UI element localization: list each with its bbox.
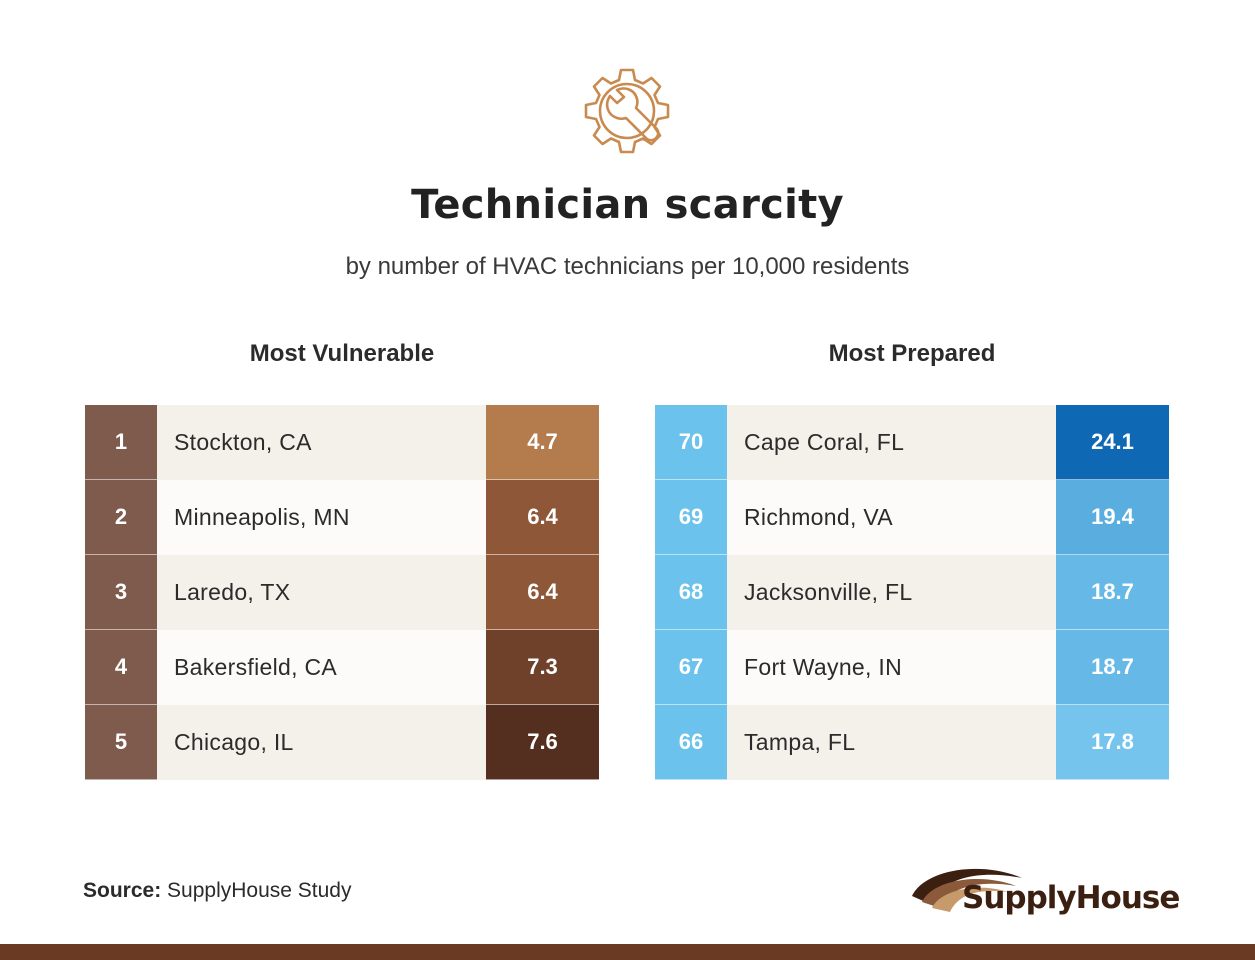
table-row: 70 Cape Coral, FL 24.1 xyxy=(655,405,1169,480)
table-row: 69 Richmond, VA 19.4 xyxy=(655,480,1169,555)
rank-cell: 67 xyxy=(655,630,727,705)
city-cell: Bakersfield, CA xyxy=(157,630,486,705)
rank-cell: 68 xyxy=(655,555,727,630)
value-cell: 24.1 xyxy=(1056,405,1169,480)
table-row: 5 Chicago, IL 7.6 xyxy=(85,705,599,780)
rank-cell: 2 xyxy=(85,480,157,555)
gear-wrench-icon xyxy=(584,68,670,154)
source-label: Source: xyxy=(83,879,162,902)
city-cell: Cape Coral, FL xyxy=(727,405,1056,480)
table-row: 67 Fort Wayne, IN 18.7 xyxy=(655,630,1169,705)
city-cell: Richmond, VA xyxy=(727,480,1056,555)
logo-text: SupplyHouse xyxy=(962,880,1180,916)
rank-cell: 1 xyxy=(85,405,157,480)
page-title: Technician scarcity xyxy=(411,182,844,228)
vulnerable-title: Most Vulnerable xyxy=(249,340,435,367)
value-cell: 18.7 xyxy=(1056,555,1169,630)
value-cell: 6.4 xyxy=(486,480,599,555)
page-subtitle: by number of HVAC technicians per 10,000… xyxy=(345,253,910,280)
table-row: 66 Tampa, FL 17.8 xyxy=(655,705,1169,780)
rank-cell: 69 xyxy=(655,480,727,555)
rank-cell: 4 xyxy=(85,630,157,705)
table-row: 3 Laredo, TX 6.4 xyxy=(85,555,599,630)
table-row: 68 Jacksonville, FL 18.7 xyxy=(655,555,1169,630)
table-row: 1 Stockton, CA 4.7 xyxy=(85,405,599,480)
value-cell: 4.7 xyxy=(486,405,599,480)
city-cell: Fort Wayne, IN xyxy=(727,630,1056,705)
table-row: 2 Minneapolis, MN 6.4 xyxy=(85,480,599,555)
value-cell: 17.8 xyxy=(1056,705,1169,780)
source-text: SupplyHouse Study xyxy=(167,879,352,902)
vulnerable-table: 1 Stockton, CA 4.7 2 Minneapolis, MN 6.4… xyxy=(85,405,599,780)
rank-cell: 70 xyxy=(655,405,727,480)
city-cell: Stockton, CA xyxy=(157,405,486,480)
prepared-table: 70 Cape Coral, FL 24.1 69 Richmond, VA 1… xyxy=(655,405,1169,780)
value-cell: 19.4 xyxy=(1056,480,1169,555)
rank-cell: 66 xyxy=(655,705,727,780)
city-cell: Jacksonville, FL xyxy=(727,555,1056,630)
rank-cell: 5 xyxy=(85,705,157,780)
value-cell: 7.6 xyxy=(486,705,599,780)
source-note: Source: SupplyHouse Study xyxy=(83,879,351,903)
value-cell: 6.4 xyxy=(486,555,599,630)
value-cell: 18.7 xyxy=(1056,630,1169,705)
table-row: 4 Bakersfield, CA 7.3 xyxy=(85,630,599,705)
city-cell: Chicago, IL xyxy=(157,705,486,780)
footer-bar xyxy=(0,944,1255,960)
value-cell: 7.3 xyxy=(486,630,599,705)
prepared-title: Most Prepared xyxy=(828,340,996,367)
city-cell: Laredo, TX xyxy=(157,555,486,630)
city-cell: Minneapolis, MN xyxy=(157,480,486,555)
rank-cell: 3 xyxy=(85,555,157,630)
supplyhouse-logo-icon xyxy=(912,868,1022,912)
city-cell: Tampa, FL xyxy=(727,705,1056,780)
